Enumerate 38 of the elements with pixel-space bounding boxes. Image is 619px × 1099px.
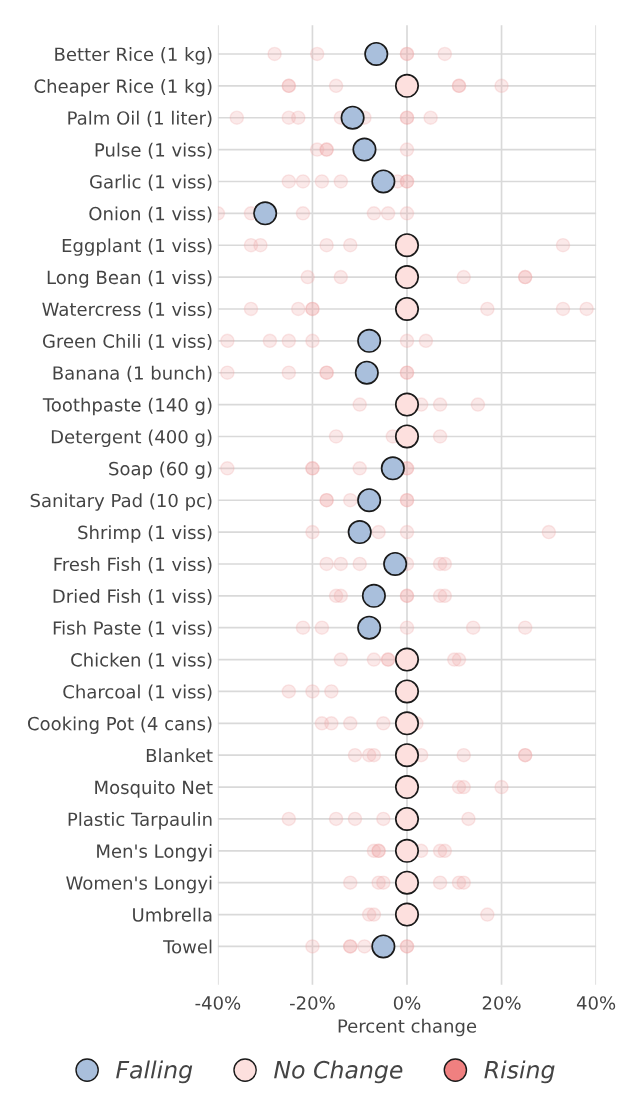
y-tick-label: Umbrella	[133, 907, 212, 922]
y-tick-label: Plastic Tarpaulin	[68, 812, 212, 830]
y-tick-label: Banana (1 bunch)	[53, 365, 212, 382]
y-tick-label: Chicken (1 viss)	[71, 652, 212, 669]
y-tick-label: Garlic (1 viss)	[90, 174, 212, 191]
y-tick-label: Mosquito Net	[95, 780, 213, 798]
y-tick-label: Blanket	[146, 748, 213, 763]
legend-label: Falling	[116, 1060, 193, 1084]
y-tick-label: Soap (60 g)	[109, 461, 212, 479]
y-tick-label: Green Chili (1 viss)	[42, 333, 212, 351]
y-tick-label: Onion (1 viss)	[89, 206, 212, 223]
y-tick-label: Men's Longyi	[97, 843, 212, 862]
y-tick-label: Toothpaste (140 g)	[42, 397, 212, 416]
legend-label: Rising	[484, 1060, 555, 1084]
y-tick-label: Fish Paste (1 viss)	[53, 620, 212, 637]
y-tick-label: Shrimp (1 viss)	[78, 525, 212, 543]
x-tick-label: 40%	[576, 996, 616, 1010]
x-tick-label: -40%	[195, 996, 241, 1010]
y-tick-label: Detergent (400 g)	[51, 429, 212, 448]
y-tick-label: Pulse (1 viss)	[95, 142, 212, 159]
y-tick-label: Long Bean (1 viss)	[47, 270, 212, 288]
y-tick-label: Dried Fish (1 viss)	[53, 588, 212, 606]
x-tick-label: 20%	[482, 996, 521, 1010]
y-tick-label: Eggplant (1 viss)	[62, 238, 212, 256]
y-tick-label: Cooking Pot (4 cans)	[27, 716, 212, 734]
x-tick-label: 0%	[393, 996, 421, 1010]
y-tick-label: Watercress (1 viss)	[42, 302, 212, 319]
y-tick-label: Towel	[163, 939, 212, 954]
y-tick-label: Better Rice (1 kg)	[55, 47, 212, 65]
y-tick-label: Sanitary Pad (10 pc)	[30, 493, 212, 511]
y-tick-label: Palm Oil (1 liter)	[68, 110, 212, 127]
y-tick-label: Women's Longyi	[66, 875, 212, 894]
y-tick-label: Charcoal (1 viss)	[63, 684, 212, 701]
legend-label: No Change	[274, 1060, 403, 1084]
y-tick-label: Fresh Fish (1 viss)	[54, 557, 212, 574]
y-tick-label: Cheaper Rice (1 kg)	[34, 78, 212, 97]
x-tick-label: -20%	[290, 996, 335, 1010]
x-axis-title: Percent change	[338, 1018, 477, 1037]
